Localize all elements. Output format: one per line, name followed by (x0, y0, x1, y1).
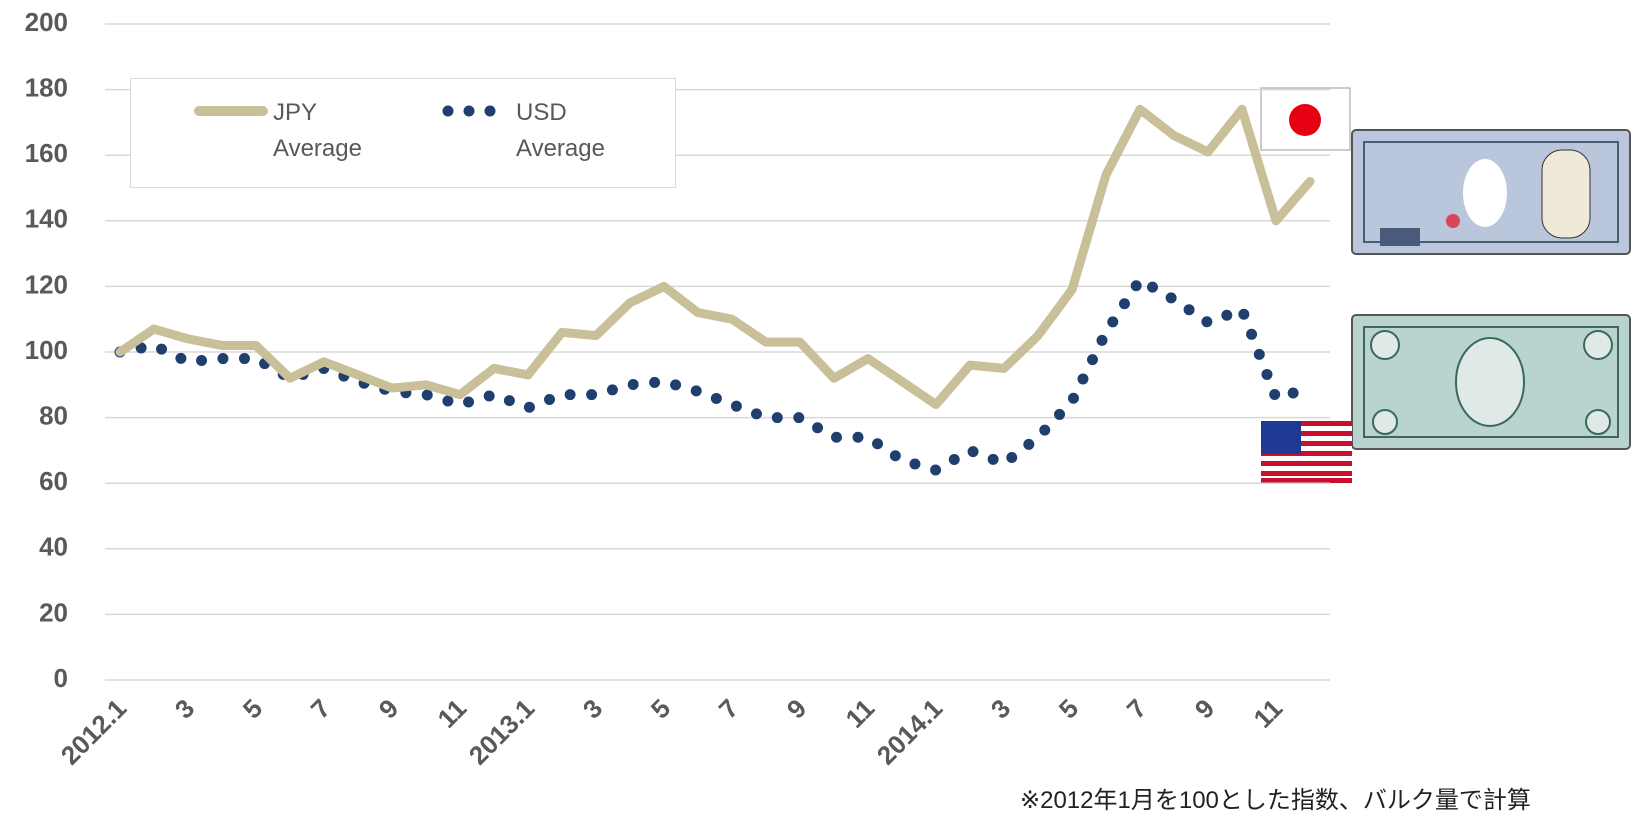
jpy-illustration (1260, 87, 1631, 255)
x-tick-label: 11 (840, 693, 881, 734)
x-tick-label: 3 (169, 693, 200, 724)
grid (105, 23, 1330, 681)
x-tick-label: 11 (1248, 693, 1289, 734)
x-tick-label: 5 (645, 693, 676, 724)
x-tick-label: 3 (985, 693, 1016, 724)
x-tick-label: 7 (1121, 693, 1152, 724)
x-tick-label: 2013.1 (463, 693, 540, 770)
y-tick-label: 180 (25, 72, 68, 102)
usd-illustration (1261, 314, 1631, 483)
series-line (115, 104, 1315, 409)
legend-item: JPY Average (193, 99, 403, 167)
x-tick-label: 2012.1 (55, 693, 132, 770)
legend-label: USD Average (516, 99, 605, 162)
legend-swatch (194, 106, 268, 116)
y-tick-label: 100 (25, 335, 68, 365)
footnote: ※2012年1月を100とした指数、バルク量で計算 (1020, 787, 1531, 814)
x-tick-label: 7 (305, 693, 336, 724)
series-line (114, 274, 1316, 476)
y-tick-label: 200 (25, 7, 68, 37)
x-tick-label: 9 (781, 693, 812, 724)
x-tick-label: 3 (577, 693, 608, 724)
legend-item: USD Average (436, 99, 646, 167)
y-tick-label: 40 (39, 532, 68, 562)
x-tick-label: 5 (237, 693, 268, 724)
legend-label: JPY Average (273, 99, 362, 162)
x-tick-label: 7 (713, 693, 744, 724)
y-tick-label: 20 (39, 597, 68, 627)
x-tick-label: 5 (1053, 693, 1084, 724)
x-tick-label: 2014.1 (871, 693, 948, 770)
x-tick-label: 9 (1189, 693, 1220, 724)
x-tick-label: 11 (432, 693, 473, 734)
y-tick-label: 60 (39, 466, 68, 496)
y-tick-label: 120 (25, 269, 68, 299)
y-tick-label: 140 (25, 204, 68, 234)
y-tick-label: 80 (39, 400, 68, 430)
legend: JPY Average USD Average (130, 78, 676, 188)
y-tick-label: 160 (25, 138, 68, 168)
y-tick-label: 0 (54, 663, 68, 693)
x-tick-label: 9 (373, 693, 404, 724)
legend-swatch (442, 105, 498, 117)
